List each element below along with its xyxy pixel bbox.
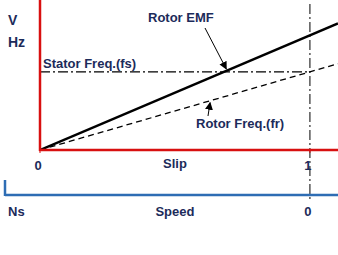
x-axis xyxy=(39,149,338,152)
series-line xyxy=(40,64,338,150)
series-line xyxy=(40,71,310,72)
speed-tick-label: Ns xyxy=(8,204,25,219)
speed-axis xyxy=(5,194,338,197)
x-tick-label: 1 xyxy=(304,158,311,173)
x-tick xyxy=(309,150,310,153)
plot-area xyxy=(40,23,338,150)
series-label: Rotor EMF xyxy=(148,10,214,25)
series-label: Rotor Freq.(fr) xyxy=(196,116,284,131)
x-tick xyxy=(40,150,41,153)
y-axis-label: Hz xyxy=(8,34,25,50)
series-label: Stator Freq.(fs) xyxy=(43,56,136,71)
speed-axis-label: Speed xyxy=(155,204,194,219)
speed-axis-end xyxy=(4,180,7,196)
speed-tick-label: 0 xyxy=(304,204,311,219)
chart: V Hz 0 1 Slip Ns 0 Speed Rotor EMF Stator Freq.(f… xyxy=(0,0,338,255)
label-arrow xyxy=(205,28,226,69)
y-axis xyxy=(39,0,42,151)
y-axis-label: V xyxy=(8,12,18,28)
label-arrow xyxy=(208,103,210,116)
x-axis-label: Slip xyxy=(163,156,187,171)
x-tick-label: 0 xyxy=(34,158,41,173)
series-line xyxy=(40,23,338,150)
